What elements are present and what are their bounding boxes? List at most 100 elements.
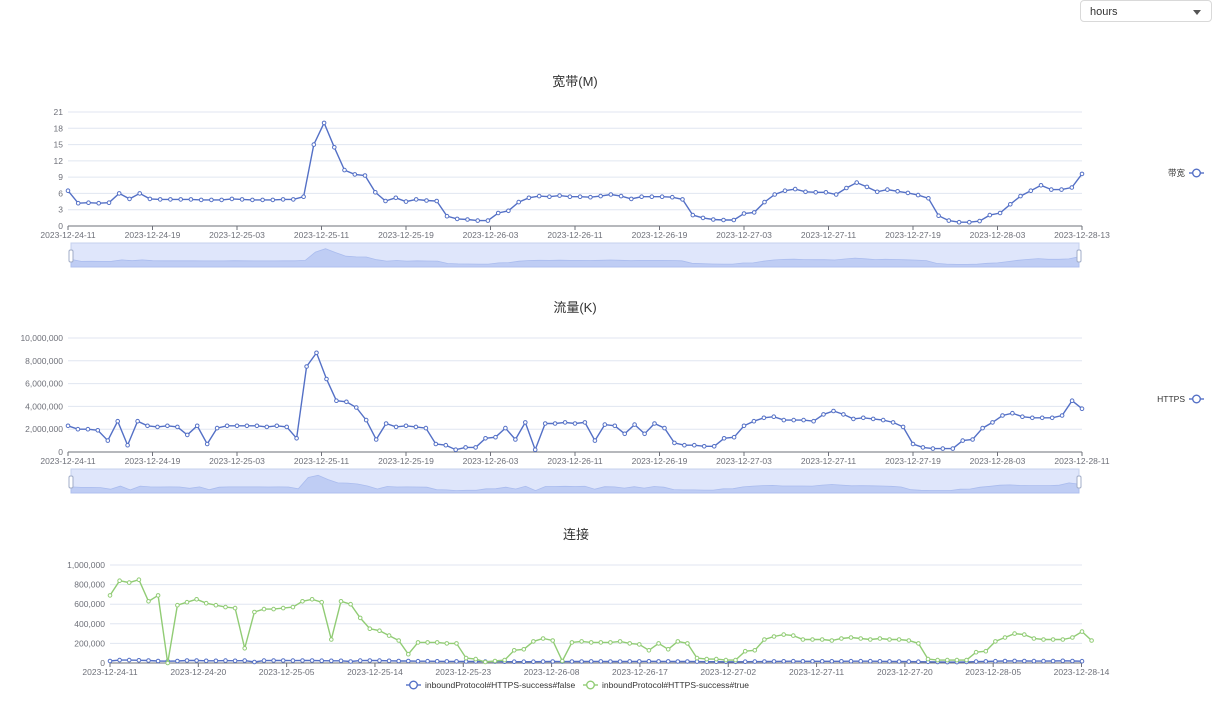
data-point [990, 420, 995, 425]
data-point [291, 197, 296, 202]
data-point [95, 428, 101, 433]
data-point [854, 180, 860, 185]
data-point [915, 192, 921, 198]
data-point [791, 417, 797, 423]
y-tick-label: 1,000,000 [67, 560, 105, 570]
legend[interactable]: HTTPS [1157, 394, 1204, 404]
data-zoom-slider[interactable] [68, 468, 1082, 494]
data-point [377, 628, 382, 634]
data-zoom-slider[interactable] [68, 242, 1082, 268]
data-point [223, 604, 228, 610]
y-tick-label: 0 [100, 658, 105, 668]
data-point [271, 606, 276, 612]
legend-item[interactable]: inboundProtocol#HTTPS-success#false [406, 680, 576, 690]
data-point [752, 659, 758, 664]
data-point [1038, 183, 1044, 188]
data-point [833, 192, 839, 197]
y-tick-label: 6,000,000 [25, 379, 63, 389]
data-point [579, 659, 584, 664]
data-point [386, 658, 392, 664]
data-point [1022, 632, 1027, 637]
legend-label: inboundProtocol#HTTPS-success#false [425, 680, 576, 690]
data-point [270, 197, 276, 203]
data-point [184, 599, 190, 605]
data-point [964, 657, 969, 663]
time-unit-select[interactable]: hours [1080, 0, 1212, 22]
data-point [694, 655, 700, 661]
data-zoom-handle-left[interactable] [68, 249, 74, 263]
data-point [85, 426, 91, 432]
data-point [810, 637, 815, 642]
data-point [781, 632, 787, 637]
data-point [1079, 658, 1085, 664]
data-point [165, 660, 170, 666]
data-point [629, 196, 634, 202]
data-point [771, 634, 777, 639]
data-point [424, 198, 429, 203]
data-point [542, 421, 548, 426]
data-point [701, 444, 707, 449]
data-point [868, 637, 873, 642]
data-point [209, 197, 214, 203]
data-point [870, 416, 876, 422]
data-point [396, 638, 402, 643]
data-point [973, 659, 979, 664]
data-point [465, 217, 470, 222]
data-point [997, 210, 1003, 216]
data-point [1060, 658, 1066, 664]
data-point [926, 196, 931, 201]
data-point [126, 657, 132, 663]
data-point [136, 577, 142, 583]
legend-item[interactable]: inboundProtocol#HTTPS-success#true [583, 680, 749, 690]
data-point [234, 423, 240, 429]
data-point [540, 659, 546, 664]
x-tick-label: 2023-12-25-19 [378, 456, 434, 466]
data-point [714, 656, 719, 662]
data-point [444, 641, 450, 646]
y-tick-label: 600,000 [74, 599, 105, 609]
data-point [813, 190, 819, 195]
data-zoom-handle-left[interactable] [68, 475, 74, 489]
data-point [665, 647, 671, 652]
data-point [157, 197, 163, 202]
legend[interactable]: 带宽 [1168, 168, 1204, 178]
data-point [887, 659, 892, 664]
data-point [1031, 658, 1037, 664]
data-zoom-handle-right[interactable] [1076, 475, 1082, 489]
data-point [516, 199, 522, 205]
data-point [185, 432, 190, 438]
series-line [109, 578, 1093, 664]
data-zoom-preview [70, 248, 1080, 268]
data-point [1028, 188, 1034, 193]
data-point [864, 184, 870, 190]
data-point [219, 197, 224, 203]
data-point [434, 198, 440, 204]
data-point [588, 640, 594, 645]
data-point [885, 187, 890, 192]
y-tick-label: 9 [58, 172, 63, 182]
data-point [711, 217, 716, 222]
data-point [704, 656, 710, 662]
data-zoom-preview [70, 474, 1080, 494]
data-point [858, 658, 864, 664]
data-point [252, 609, 257, 615]
data-point [659, 194, 665, 199]
data-point [800, 659, 806, 664]
y-tick-label: 4,000,000 [25, 401, 63, 411]
data-point [178, 197, 183, 202]
data-point [473, 656, 479, 662]
data-point [742, 659, 748, 665]
data-point [967, 219, 972, 225]
x-tick-label: 2023-12-28-11 [1054, 456, 1109, 466]
data-point [905, 190, 911, 196]
data-zoom-handle-right[interactable] [1076, 249, 1082, 263]
data-point [242, 658, 247, 663]
data-point [721, 217, 726, 223]
data-point [956, 219, 962, 225]
data-point [175, 602, 180, 608]
x-tick-label: 2023-12-27-19 [885, 456, 941, 466]
data-point [1060, 637, 1066, 642]
data-point [264, 424, 270, 430]
data-point [782, 188, 788, 193]
data-point [314, 350, 319, 356]
